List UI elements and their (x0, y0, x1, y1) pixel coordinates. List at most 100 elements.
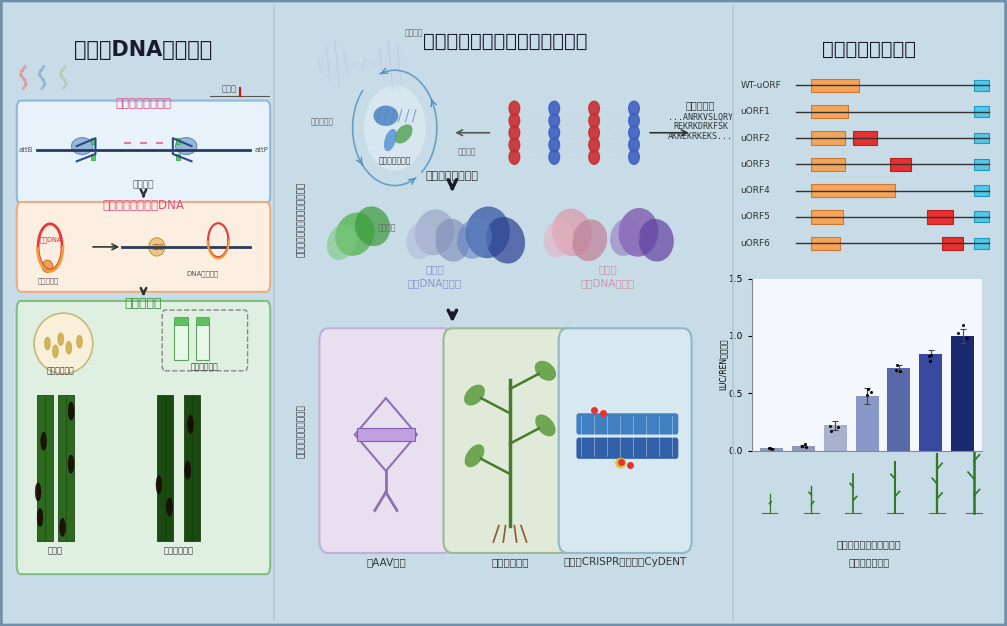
Bar (195, 317, 208, 325)
Ellipse shape (40, 432, 46, 450)
Text: 大片段DNA精准操纵: 大片段DNA精准操纵 (75, 40, 212, 60)
Ellipse shape (35, 483, 41, 501)
Bar (812, 210, 843, 223)
Bar (974, 80, 990, 91)
Ellipse shape (59, 518, 65, 536)
Circle shape (589, 150, 599, 164)
Bar (943, 237, 964, 250)
Text: 重组酶: 重组酶 (152, 244, 164, 250)
Ellipse shape (638, 219, 674, 262)
Circle shape (510, 150, 520, 164)
Text: 序列输入: 序列输入 (405, 29, 423, 38)
Text: 搜索同源: 搜索同源 (457, 147, 476, 156)
Text: uORF4: uORF4 (741, 186, 770, 195)
Bar (195, 324, 208, 360)
Bar (183, 395, 199, 541)
Text: 蛋白质结构预测: 蛋白质结构预测 (379, 156, 411, 166)
Ellipse shape (327, 224, 356, 260)
Text: 创新结构指导的蛋白质分类方法: 创新结构指导的蛋白质分类方法 (297, 182, 306, 257)
Circle shape (628, 101, 639, 116)
Bar (812, 79, 859, 92)
Text: 蛋白质序列: 蛋白质序列 (686, 100, 715, 110)
Text: 靶向插入重组位点: 靶向插入重组位点 (116, 97, 171, 110)
Text: 结构特征: 结构特征 (378, 223, 396, 232)
Text: ...ANRKVSLQRY: ...ANRKVSLQRY (668, 113, 733, 121)
Text: attB: attB (18, 147, 33, 153)
FancyBboxPatch shape (17, 101, 270, 204)
Bar (974, 212, 990, 222)
Bar (856, 396, 878, 451)
Text: 抗稻瘟病水稻: 抗稻瘟病水稻 (163, 546, 193, 556)
Bar (357, 428, 415, 441)
Text: uORF6: uORF6 (741, 239, 770, 248)
Circle shape (52, 346, 58, 357)
Circle shape (510, 113, 520, 128)
Ellipse shape (34, 313, 93, 374)
Ellipse shape (156, 476, 162, 494)
Circle shape (549, 113, 560, 128)
Circle shape (510, 125, 520, 140)
Bar (974, 133, 990, 143)
Ellipse shape (354, 207, 391, 246)
Circle shape (549, 125, 560, 140)
Ellipse shape (187, 415, 193, 433)
Circle shape (628, 138, 639, 152)
Text: 全新的
双链DNA脱氨酶: 全新的 双链DNA脱氨酶 (580, 265, 634, 289)
Bar (812, 237, 840, 250)
Circle shape (549, 101, 560, 116)
Text: 不依赖CRISPR的编辑器CyDENT: 不依赖CRISPR的编辑器CyDENT (564, 557, 687, 567)
Ellipse shape (486, 217, 525, 264)
Circle shape (628, 125, 639, 140)
Ellipse shape (384, 129, 397, 151)
Text: 优化化特征: 优化化特征 (310, 117, 333, 126)
Text: 单AAV包装: 单AAV包装 (366, 557, 406, 567)
Bar (174, 324, 187, 360)
Ellipse shape (374, 106, 399, 126)
Circle shape (510, 138, 520, 152)
Circle shape (66, 342, 71, 354)
Ellipse shape (395, 125, 413, 143)
Ellipse shape (435, 218, 470, 262)
Text: AKKEKRKEKS...: AKKEKRKEKS... (668, 132, 733, 141)
Bar (926, 210, 953, 223)
Bar (812, 158, 846, 171)
Text: REKRKDRKFSK: REKRKDRKFSK (673, 122, 728, 131)
Bar (812, 184, 895, 197)
Circle shape (628, 150, 639, 164)
Text: DNA分子重组: DNA分子重组 (186, 270, 219, 277)
Ellipse shape (166, 498, 172, 516)
Bar (974, 159, 990, 170)
Text: 叶夹角、株高、分蘖数等: 叶夹角、株高、分蘖数等 (837, 539, 901, 549)
Bar (174, 317, 187, 325)
Text: 呈预期梯度变化: 呈预期梯度变化 (849, 557, 889, 567)
Y-axis label: LUC/REN相对活性: LUC/REN相对活性 (718, 339, 727, 391)
Bar (37, 395, 52, 541)
Ellipse shape (618, 208, 659, 257)
Ellipse shape (464, 444, 484, 467)
Text: 基因组: 基因组 (222, 84, 237, 93)
Bar (974, 238, 990, 249)
Ellipse shape (572, 219, 607, 261)
Circle shape (589, 113, 599, 128)
Bar (176, 154, 180, 160)
Ellipse shape (457, 218, 491, 259)
Text: 重组酶组装: 重组酶组装 (37, 277, 58, 284)
Text: 作物性状精细调控: 作物性状精细调控 (822, 40, 916, 59)
Bar (890, 158, 911, 171)
Ellipse shape (37, 508, 43, 526)
Text: 定制新种质: 定制新种质 (125, 297, 162, 310)
Circle shape (628, 113, 639, 128)
Text: 基因组安全港: 基因组安全港 (191, 362, 219, 372)
Ellipse shape (536, 414, 556, 436)
Circle shape (589, 138, 599, 152)
Circle shape (44, 337, 50, 349)
Bar (812, 131, 846, 145)
FancyBboxPatch shape (576, 413, 679, 434)
Bar (792, 446, 815, 451)
Bar (887, 368, 910, 451)
Ellipse shape (406, 222, 436, 259)
Text: WT-uORF: WT-uORF (741, 81, 781, 90)
Text: 精准靶向插入供体DNA: 精准靶向插入供体DNA (103, 199, 184, 212)
Ellipse shape (68, 402, 75, 420)
Ellipse shape (535, 361, 556, 381)
